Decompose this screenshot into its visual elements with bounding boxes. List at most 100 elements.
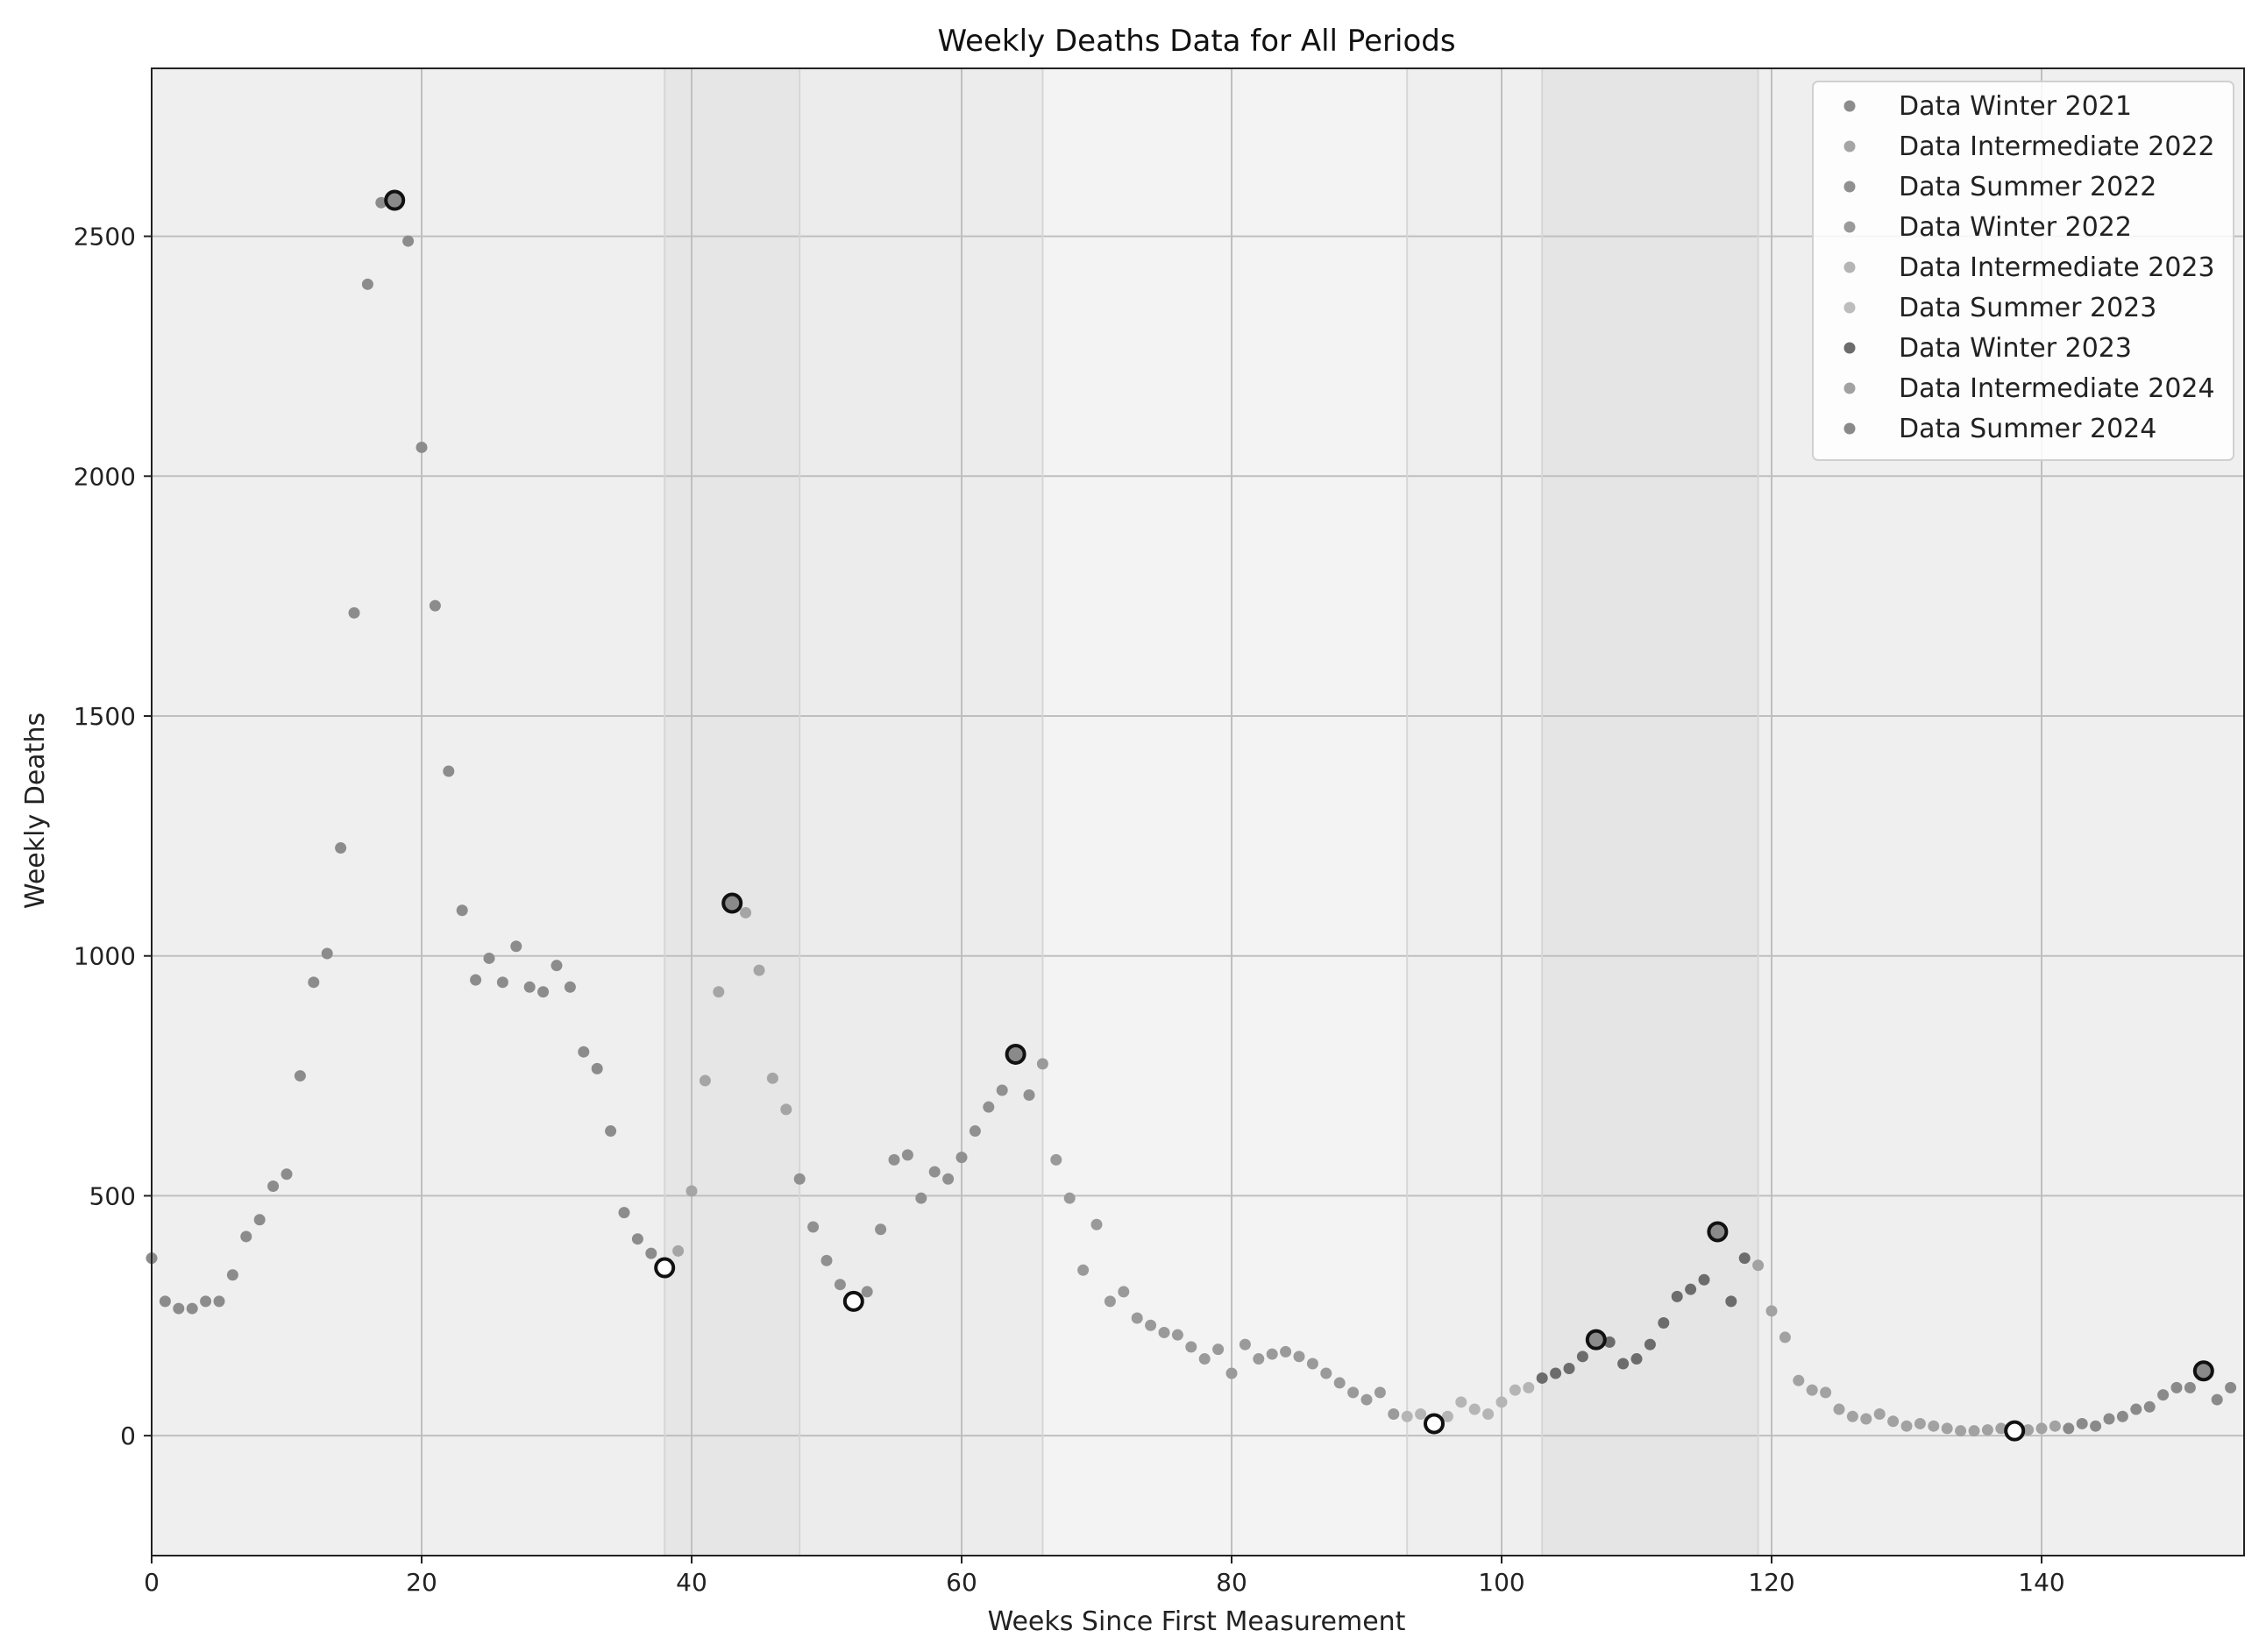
data-point <box>1955 1425 1967 1437</box>
data-point <box>820 1254 833 1266</box>
data-point <box>969 1125 981 1138</box>
data-point <box>281 1168 293 1181</box>
legend-label: Data Summer 2023 <box>1899 293 2156 323</box>
legend-label: Data Winter 2021 <box>1899 91 2132 122</box>
legend-marker <box>1843 181 1856 193</box>
legend-label: Data Intermediate 2022 <box>1899 131 2215 162</box>
peak-marker <box>2192 1360 2214 1382</box>
data-point <box>2090 1420 2102 1432</box>
data-point <box>766 1072 778 1084</box>
shaded-period-1 <box>664 68 800 1556</box>
y-axis-ticks: 0 500 1000 1500 2000 2500 <box>74 223 152 1450</box>
data-point <box>1793 1374 1805 1386</box>
data-point <box>159 1295 171 1308</box>
data-point <box>780 1103 792 1116</box>
legend-label: Data Intermediate 2023 <box>1899 252 2215 283</box>
y-tick-label: 1000 <box>74 942 136 971</box>
data-point <box>1536 1372 1548 1384</box>
shaded-period-2 <box>799 68 1043 1556</box>
data-point <box>2184 1381 2196 1393</box>
data-point <box>2225 1381 2237 1393</box>
data-point <box>1374 1386 1386 1399</box>
data-point <box>267 1180 280 1192</box>
data-point <box>1550 1367 1562 1379</box>
data-point <box>1225 1367 1238 1379</box>
data-point <box>496 976 508 989</box>
data-point <box>564 981 576 993</box>
data-point <box>1347 1386 1360 1399</box>
x-axis-ticks: 0 20 40 60 80 100 120 140 <box>144 1556 2065 1597</box>
data-point <box>2116 1410 2128 1422</box>
data-point <box>1887 1415 1900 1428</box>
data-point <box>983 1101 995 1113</box>
legend-label: Data Winter 2022 <box>1899 212 2132 243</box>
data-point <box>1090 1218 1103 1230</box>
data-point <box>1239 1338 1251 1351</box>
chart-title: Weekly Deaths Data for All Periods <box>937 24 1455 59</box>
data-point <box>1820 1386 1832 1399</box>
y-tick-label: 0 <box>120 1422 136 1450</box>
legend-marker <box>1843 422 1856 435</box>
data-point <box>2076 1417 2088 1429</box>
data-point <box>1482 1408 1495 1421</box>
peak-marker <box>1005 1043 1026 1065</box>
shaded-period-5 <box>1542 68 1758 1556</box>
data-point <box>2157 1389 2170 1401</box>
data-point <box>510 940 522 953</box>
data-point <box>1306 1358 1318 1370</box>
data-point <box>470 974 482 986</box>
data-point <box>1023 1088 1035 1101</box>
data-point <box>1415 1408 1427 1421</box>
legend-marker <box>1843 221 1856 233</box>
data-point <box>1280 1345 1292 1358</box>
shaded-period-0 <box>152 68 665 1556</box>
peak-marker <box>721 892 743 914</box>
data-point <box>200 1295 212 1308</box>
data-point <box>834 1279 846 1291</box>
data-point <box>1981 1424 1993 1436</box>
legend-marker <box>1843 382 1856 394</box>
x-tick-label: 80 <box>1216 1568 1247 1597</box>
data-point <box>928 1166 941 1178</box>
data-point <box>1253 1353 1265 1365</box>
data-point <box>645 1247 657 1259</box>
data-point <box>1765 1305 1778 1317</box>
peak-marker <box>384 189 406 211</box>
legend-marker <box>1843 100 1856 112</box>
data-point <box>1630 1353 1643 1365</box>
data-point <box>1563 1363 1575 1375</box>
legend-label: Data Intermediate 2024 <box>1899 373 2215 404</box>
peak-marker <box>1585 1329 1607 1351</box>
data-point <box>1360 1393 1373 1406</box>
trough-marker <box>654 1257 676 1279</box>
data-point <box>1266 1348 1278 1360</box>
legend-marker <box>1843 140 1856 152</box>
data-point <box>807 1221 820 1233</box>
data-point <box>1468 1403 1481 1415</box>
data-point <box>537 986 550 998</box>
data-point <box>955 1152 968 1164</box>
x-tick-label: 140 <box>2018 1568 2064 1597</box>
data-point <box>685 1185 698 1197</box>
data-point <box>1455 1396 1467 1408</box>
legend-marker <box>1843 261 1856 273</box>
data-point <box>605 1125 617 1138</box>
data-point <box>753 964 765 976</box>
x-tick-label: 100 <box>1478 1568 1524 1597</box>
data-point <box>1441 1410 1453 1422</box>
data-point <box>861 1286 873 1298</box>
data-point <box>713 986 725 998</box>
data-point <box>1752 1259 1765 1272</box>
x-tick-label: 40 <box>676 1568 707 1597</box>
legend: Data Winter 2021 Data Intermediate 2022 Da… <box>1812 81 2234 461</box>
data-point <box>901 1149 913 1161</box>
data-point <box>1846 1410 1858 1422</box>
x-tick-label: 20 <box>406 1568 437 1597</box>
legend-label: Data Summer 2022 <box>1899 172 2156 202</box>
data-point <box>1928 1420 1940 1432</box>
highlight-markers <box>384 189 2214 1442</box>
data-point <box>1860 1413 1872 1425</box>
data-point <box>1738 1252 1751 1265</box>
data-point <box>2022 1424 2035 1436</box>
